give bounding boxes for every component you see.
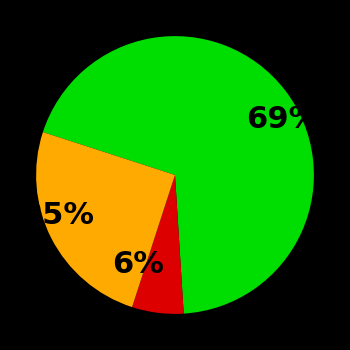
Wedge shape — [132, 175, 184, 314]
Wedge shape — [36, 132, 175, 307]
Wedge shape — [43, 36, 314, 314]
Text: 69%: 69% — [246, 105, 320, 134]
Text: 25%: 25% — [22, 202, 95, 231]
Text: 6%: 6% — [112, 250, 164, 279]
